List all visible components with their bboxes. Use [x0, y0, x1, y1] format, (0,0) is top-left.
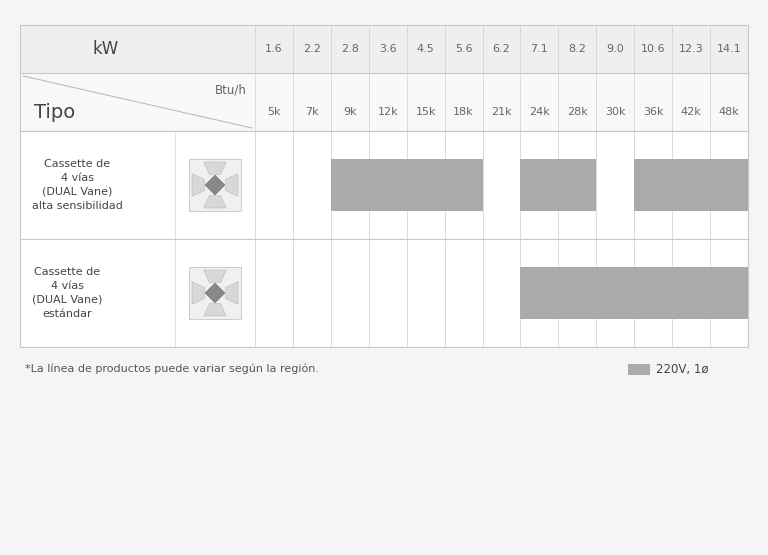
Text: 36k: 36k — [643, 108, 664, 118]
Polygon shape — [204, 196, 227, 208]
Text: 2.8: 2.8 — [341, 44, 359, 54]
Bar — [20, 73, 748, 131]
Text: 18k: 18k — [453, 108, 474, 118]
Bar — [189, 159, 240, 211]
Bar — [331, 159, 482, 211]
Text: Tipo: Tipo — [34, 103, 75, 122]
Text: 12.3: 12.3 — [679, 44, 703, 54]
Text: 6.2: 6.2 — [492, 44, 511, 54]
Bar — [634, 159, 748, 211]
Text: kW: kW — [92, 40, 118, 58]
Text: 8.2: 8.2 — [568, 44, 586, 54]
Bar — [20, 239, 748, 347]
Text: 7.1: 7.1 — [531, 44, 548, 54]
Text: 4.5: 4.5 — [417, 44, 435, 54]
Text: 28k: 28k — [567, 108, 588, 118]
Polygon shape — [192, 282, 204, 304]
Text: 220V, 1ø: 220V, 1ø — [656, 362, 709, 376]
Bar — [521, 267, 748, 319]
Polygon shape — [204, 270, 227, 282]
Bar — [189, 268, 240, 319]
Text: Cassette de
4 vías
(DUAL Vane)
estándar: Cassette de 4 vías (DUAL Vane) estándar — [32, 267, 102, 319]
Polygon shape — [204, 304, 227, 316]
Text: 9k: 9k — [343, 108, 356, 118]
Text: 1.6: 1.6 — [265, 44, 283, 54]
Polygon shape — [205, 283, 225, 303]
Text: *La línea de productos puede variar según la región.: *La línea de productos puede variar segú… — [25, 364, 319, 374]
Text: 24k: 24k — [529, 108, 550, 118]
Bar — [20, 25, 748, 73]
Text: 30k: 30k — [605, 108, 625, 118]
Text: 5k: 5k — [267, 108, 281, 118]
Polygon shape — [226, 174, 238, 196]
Bar — [20, 131, 748, 239]
Text: 21k: 21k — [492, 108, 511, 118]
Polygon shape — [205, 175, 225, 195]
Text: Cassette de
4 vías
(DUAL Vane)
alta sensibilidad: Cassette de 4 vías (DUAL Vane) alta sens… — [32, 159, 123, 211]
Text: 10.6: 10.6 — [641, 44, 666, 54]
Text: Btu/h: Btu/h — [215, 84, 247, 97]
Text: 42k: 42k — [680, 108, 701, 118]
Text: 7k: 7k — [305, 108, 319, 118]
Bar — [189, 268, 240, 319]
Text: 2.2: 2.2 — [303, 44, 321, 54]
Polygon shape — [226, 282, 238, 304]
Text: 15k: 15k — [415, 108, 436, 118]
Bar — [628, 364, 650, 375]
Polygon shape — [192, 174, 204, 196]
Text: 14.1: 14.1 — [717, 44, 741, 54]
Text: 5.6: 5.6 — [455, 44, 472, 54]
Text: 9.0: 9.0 — [607, 44, 624, 54]
Bar — [521, 159, 596, 211]
Bar — [189, 159, 240, 211]
Text: 48k: 48k — [719, 108, 740, 118]
Text: 12k: 12k — [377, 108, 398, 118]
Polygon shape — [204, 162, 227, 174]
Text: 3.6: 3.6 — [379, 44, 396, 54]
